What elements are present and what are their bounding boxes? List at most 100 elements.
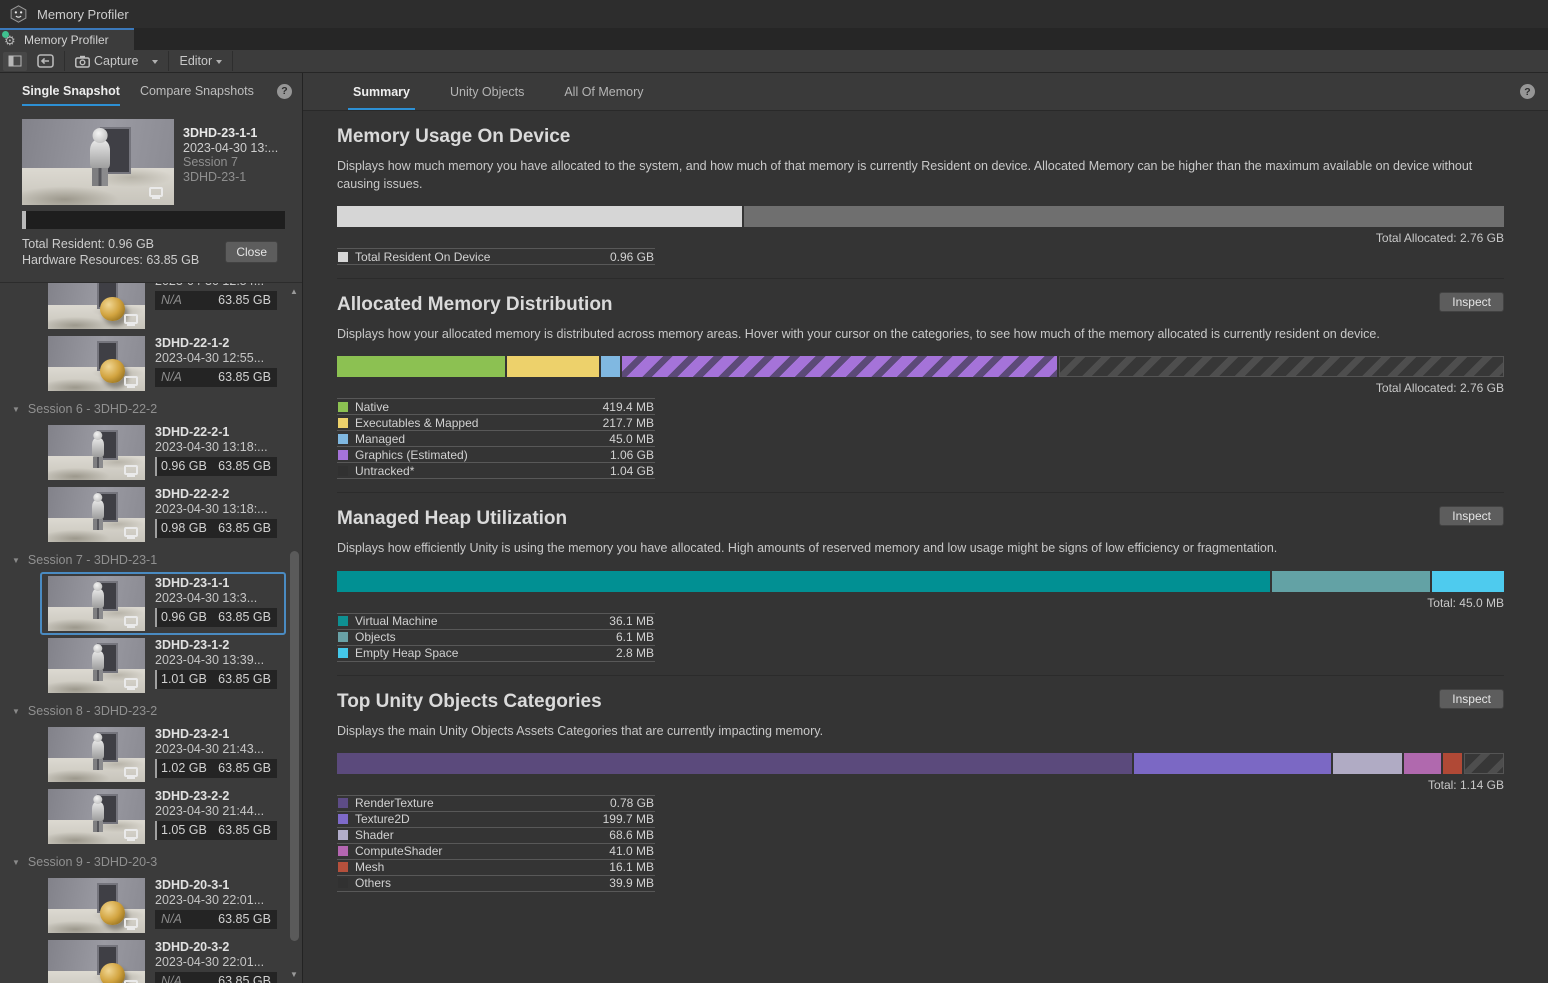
snapshot-item[interactable]: 3DHD-23-1-2 2023-04-30 13:39... 1.01 GB 63.… <box>48 638 286 693</box>
legend-swatch <box>338 830 348 841</box>
bar-segment-mesh[interactable] <box>1442 752 1462 774</box>
snapshot-item[interactable]: 3DHD-23-1-1 2023-04-30 13:3... 0.96 GB 63.8… <box>40 572 286 635</box>
snapshot-item[interactable]: 3DHD-22-2-1 2023-04-30 13:18:... 0.96 GB 63… <box>48 425 286 480</box>
snapshot-item[interactable]: 3DHD-23-2-1 2023-04-30 21:43... 1.02 GB 63.… <box>48 727 286 782</box>
bar-segment-allocated[interactable] <box>744 206 1504 228</box>
scroll-down-icon[interactable]: ▼ <box>290 970 298 979</box>
import-arrow-icon <box>37 54 54 68</box>
help-icon[interactable] <box>1520 84 1535 99</box>
tab-summary[interactable]: Summary <box>333 73 430 110</box>
legend-label: Executables & Mapped <box>355 415 479 430</box>
legend-swatch <box>338 616 348 626</box>
session-header[interactable]: ▼ Session 9 - 3DHD-20-3 <box>12 855 158 869</box>
section-managed-heap-utilization: Managed Heap Utilization Inspect Display… <box>337 492 1505 674</box>
collapse-triangle-icon[interactable]: ▼ <box>12 404 20 414</box>
memory-bar <box>337 356 1504 378</box>
snapshot-name: 3DHD-22-2-2 <box>155 487 230 501</box>
bar-segment-executables-mapped[interactable] <box>506 356 600 378</box>
snapshot-item[interactable]: 3DHD-20-3-2 2023-04-30 22:01... N/A 63.85 G… <box>48 940 286 983</box>
resident-value: N/A <box>161 974 182 983</box>
bar-segment-virtual-machine[interactable] <box>337 570 1271 592</box>
bar-segment-graphics-estimated-[interactable] <box>621 356 1057 378</box>
snapshot-name: 3DHD-23-1-1 <box>155 576 230 590</box>
legend-value: 217.7 MB <box>602 415 654 430</box>
bar-segment-shader[interactable] <box>1332 752 1402 774</box>
legend-value: 39.9 MB <box>609 876 654 891</box>
snapshot-thumbnail <box>48 425 145 480</box>
resident-value: 1.01 GB <box>161 672 207 686</box>
legend-swatch <box>338 814 348 825</box>
legend-value: 2.8 MB <box>615 646 654 660</box>
tab-compare-snapshots[interactable]: Compare Snapshots <box>139 84 254 98</box>
device-screen-icon <box>124 918 139 929</box>
scrollbar-thumb[interactable] <box>290 551 299 941</box>
bar-segment-rendertexture[interactable] <box>337 752 1132 774</box>
snapshot-memory-values: 0.96 GB 63.85 GB <box>155 457 277 476</box>
collapse-triangle-icon[interactable]: ▼ <box>12 555 20 565</box>
legend-label: Virtual Machine <box>355 614 438 628</box>
bar-segment-objects[interactable] <box>1272 570 1430 592</box>
snapshot-item[interactable]: 3DHD-20-3-1 2023-04-30 22:01... N/A 63.85 G… <box>48 878 286 933</box>
legend-value: 6.1 MB <box>615 630 654 644</box>
legend-table: Native 419.4 MB Executables & Mapped 217.7 … <box>337 398 655 480</box>
legend-swatch <box>338 846 348 857</box>
bar-segment-computeshader[interactable] <box>1403 752 1441 774</box>
capture-label: Capture <box>94 54 139 68</box>
sidebar-scrollbar: ▲ ▼ <box>288 287 300 979</box>
scroll-up-icon[interactable]: ▲ <box>290 287 298 296</box>
tab-all-of-memory[interactable]: All Of Memory <box>564 84 644 99</box>
selected-snapshot-card: 3DHD-23-1-1 2023-04-30 13:... Session 7 … <box>0 109 302 283</box>
legend-value: 1.06 GB <box>609 447 654 462</box>
inspect-button[interactable]: Inspect <box>1439 506 1504 527</box>
help-icon[interactable] <box>277 83 292 99</box>
resident-value: N/A <box>161 370 182 384</box>
legend-row: Shader 68.6 MB <box>337 828 655 844</box>
memory-bar <box>337 570 1505 592</box>
snapshot-item[interactable]: 2023-04-30 12:54... N/A 63.85 GB <box>48 283 286 329</box>
hardware-total-value: 63.85 GB <box>218 293 271 307</box>
device-screen-icon <box>149 187 164 198</box>
snapshot-item[interactable]: 3DHD-22-1-2 2023-04-30 12:55... N/A 63.85 G… <box>48 336 286 391</box>
tab-single-snapshot[interactable]: Single Snapshot <box>22 73 120 109</box>
legend-swatch <box>338 632 348 642</box>
close-button[interactable]: Close <box>225 241 278 263</box>
session-header[interactable]: ▼ Session 6 - 3DHD-22-2 <box>12 402 158 416</box>
toggle-panel-button[interactable] <box>3 51 27 71</box>
open-snapshots-button[interactable] <box>32 52 59 71</box>
legend-label: Texture2D <box>355 812 410 827</box>
legend-row: RenderTexture 0.78 GB <box>337 796 655 812</box>
bar-segment-native[interactable] <box>337 356 505 378</box>
tab-unity-objects[interactable]: Unity Objects <box>449 84 525 99</box>
capture-dropdown-caret[interactable] <box>152 60 159 67</box>
editor-dropdown[interactable]: Editor <box>174 52 227 71</box>
session-header[interactable]: ▼ Session 8 - 3DHD-23-2 <box>12 704 158 718</box>
snapshot-date: 2023-04-30 13:18:... <box>155 440 268 454</box>
snapshot-list: 2023-04-30 12:54...N/A63.85 GB 3DHD-22-1-… <box>0 283 286 983</box>
editor-dropdown-caret <box>216 60 223 67</box>
resident-value: 1.05 GB <box>161 823 207 837</box>
device-screen-icon <box>124 767 139 778</box>
bar-segment-empty-heap-space[interactable] <box>1431 570 1505 592</box>
legend-label: Native <box>355 399 390 414</box>
card-thumbnail <box>22 119 174 205</box>
inspect-button[interactable]: Inspect <box>1439 292 1504 313</box>
bar-segment-texture2d[interactable] <box>1133 752 1331 774</box>
hardware-total-value: 63.85 GB <box>218 974 271 983</box>
hardware-total-value: 63.85 GB <box>218 610 271 624</box>
legend-label: Mesh <box>355 860 385 875</box>
section-title: Allocated Memory Distribution <box>337 294 613 316</box>
bar-segment-total-resident-on-device[interactable] <box>337 206 743 228</box>
session-header[interactable]: ▼ Session 7 - 3DHD-23-1 <box>12 553 158 567</box>
bar-segment-managed[interactable] <box>601 356 620 378</box>
collapse-triangle-icon[interactable]: ▼ <box>12 706 20 716</box>
snapshot-item[interactable]: 3DHD-23-2-2 2023-04-30 21:44... 1.05 GB 63.… <box>48 789 286 844</box>
bar-segment-others[interactable] <box>1463 752 1504 774</box>
bar-segment-untracked-[interactable] <box>1058 356 1504 378</box>
capture-button[interactable]: Capture <box>70 52 163 71</box>
legend-row: Untracked* 1.04 GB <box>337 463 655 480</box>
snapshot-item[interactable]: 3DHD-22-2-2 2023-04-30 13:18:... 0.98 GB 63… <box>48 487 286 542</box>
collapse-triangle-icon[interactable]: ▼ <box>12 857 20 867</box>
inspect-button[interactable]: Inspect <box>1439 688 1504 709</box>
legend-swatch <box>338 798 348 809</box>
tab-memory-profiler[interactable]: ⚙ Memory Profiler <box>0 28 134 50</box>
